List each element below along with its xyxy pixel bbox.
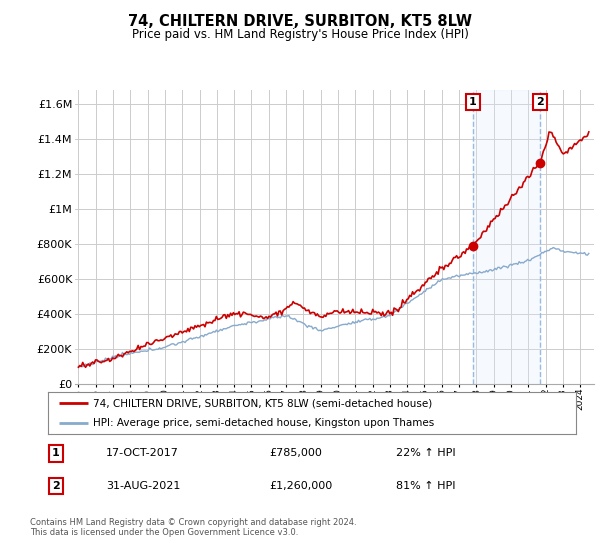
Text: Contains HM Land Registry data © Crown copyright and database right 2024.
This d: Contains HM Land Registry data © Crown c… bbox=[30, 518, 356, 538]
Text: 1: 1 bbox=[469, 97, 477, 107]
Text: 1: 1 bbox=[52, 449, 60, 459]
Text: Price paid vs. HM Land Registry's House Price Index (HPI): Price paid vs. HM Land Registry's House … bbox=[131, 28, 469, 41]
Text: 2: 2 bbox=[536, 97, 544, 107]
Text: 31-AUG-2021: 31-AUG-2021 bbox=[106, 481, 181, 491]
Text: HPI: Average price, semi-detached house, Kingston upon Thames: HPI: Average price, semi-detached house,… bbox=[93, 418, 434, 428]
Text: £785,000: £785,000 bbox=[270, 449, 323, 459]
Text: 17-OCT-2017: 17-OCT-2017 bbox=[106, 449, 179, 459]
Text: £1,260,000: £1,260,000 bbox=[270, 481, 333, 491]
Text: 2: 2 bbox=[52, 481, 60, 491]
Text: 74, CHILTERN DRIVE, SURBITON, KT5 8LW: 74, CHILTERN DRIVE, SURBITON, KT5 8LW bbox=[128, 14, 472, 29]
Text: 74, CHILTERN DRIVE, SURBITON, KT5 8LW (semi-detached house): 74, CHILTERN DRIVE, SURBITON, KT5 8LW (s… bbox=[93, 398, 432, 408]
Text: 22% ↑ HPI: 22% ↑ HPI bbox=[397, 449, 456, 459]
Text: 81% ↑ HPI: 81% ↑ HPI bbox=[397, 481, 456, 491]
Bar bbox=[473, 90, 540, 384]
